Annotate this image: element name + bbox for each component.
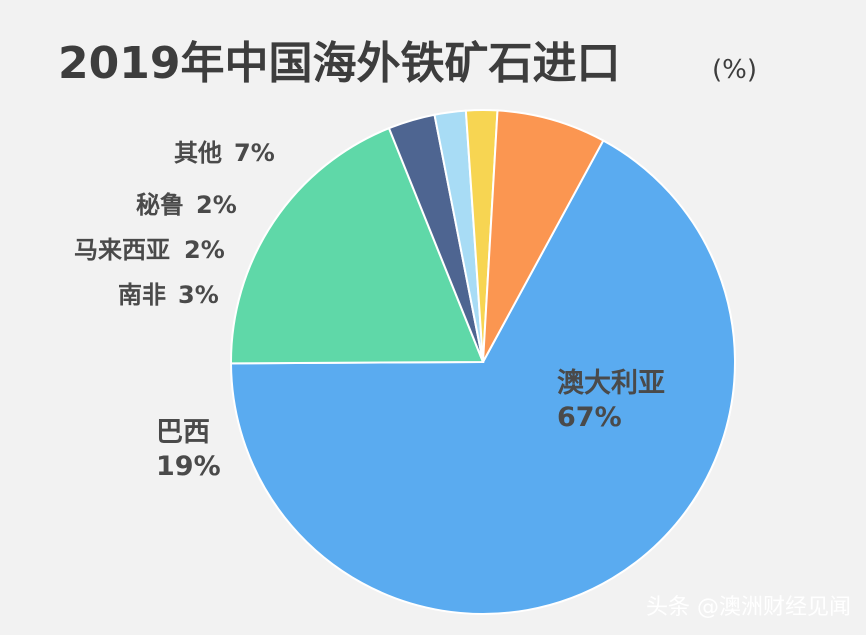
label-malaysia: 马来西亚 2%	[74, 236, 225, 264]
pie-slice-1	[229, 126, 485, 365]
label-peru-value: 2%	[196, 191, 237, 219]
pie-slice-0	[229, 139, 736, 615]
label-australia-value: 67%	[557, 402, 622, 433]
watermark: 头条 @澳洲财经见闻	[646, 595, 851, 620]
label-other-value: 7%	[234, 139, 275, 167]
label-brazil-name: 巴西	[156, 417, 210, 448]
label-malaysia-value: 2%	[184, 236, 225, 264]
label-other-name: 其他	[174, 139, 222, 167]
label-peru: 秘鲁 2%	[136, 191, 237, 219]
pie-slice-5	[482, 109, 605, 363]
label-australia-name: 澳大利亚	[557, 368, 665, 399]
label-south-africa-value: 3%	[178, 281, 219, 309]
label-brazil-value: 19%	[156, 451, 221, 482]
label-malaysia-name: 马来西亚	[74, 236, 170, 264]
chart-unit: (%)	[712, 55, 757, 85]
chart-title: 2019年中国海外铁矿石进口	[58, 38, 620, 89]
label-peru-name: 秘鲁	[136, 191, 184, 219]
label-south-africa-name: 南非	[118, 281, 166, 309]
label-south-africa: 南非 3%	[118, 281, 219, 309]
pie-slices	[229, 109, 736, 615]
label-other: 其他 7%	[174, 139, 275, 167]
